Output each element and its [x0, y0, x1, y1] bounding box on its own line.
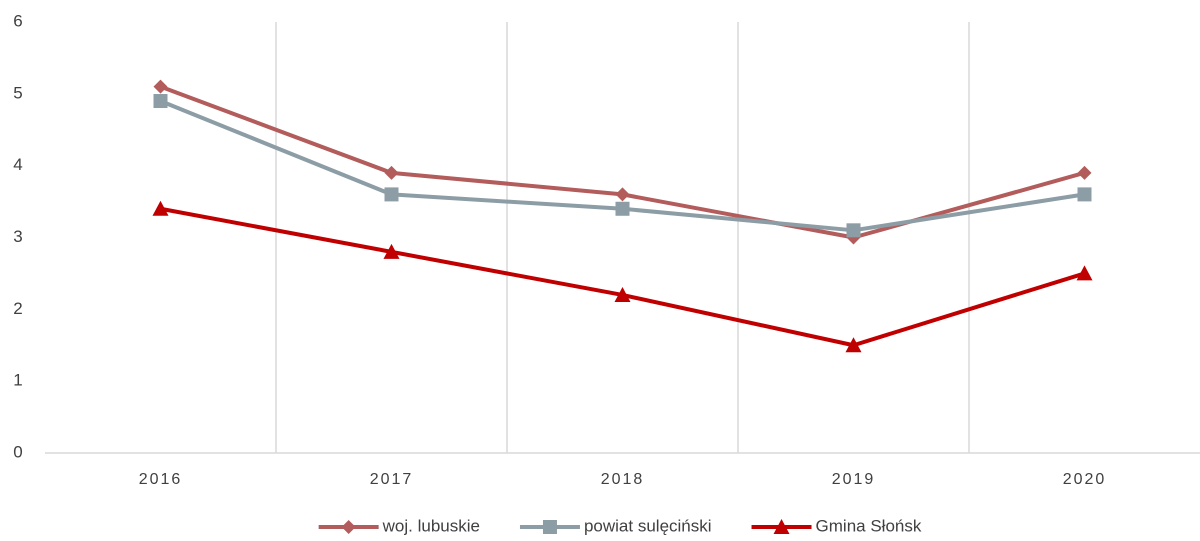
marker — [1077, 165, 1092, 180]
x-tick-label: 2018 — [601, 471, 645, 488]
y-tick-label: 1 — [13, 371, 22, 390]
y-tick-label: 0 — [13, 442, 22, 461]
y-tick-label: 6 — [13, 11, 22, 30]
marker — [845, 337, 862, 353]
legend-label: woj. lubuskie — [382, 516, 480, 535]
marker — [383, 243, 400, 259]
marker — [152, 200, 169, 216]
marker — [153, 79, 168, 94]
x-tick-label: 2019 — [832, 471, 876, 488]
legend-marker — [341, 520, 356, 534]
legend-marker — [542, 520, 557, 534]
x-tick-label: 2016 — [139, 471, 183, 488]
marker — [384, 165, 399, 180]
x-tick-label: 2017 — [370, 471, 414, 488]
x-tick-label: 2020 — [1063, 471, 1107, 488]
y-tick-label: 4 — [13, 155, 22, 174]
marker — [153, 94, 168, 109]
marker — [615, 201, 630, 216]
marker — [384, 187, 399, 202]
series-line — [160, 206, 1086, 348]
legend-label: powiat sulęciński — [584, 516, 712, 535]
marker — [1077, 187, 1092, 202]
marker — [615, 187, 630, 202]
y-tick-label: 2 — [13, 299, 22, 318]
marker — [614, 286, 631, 302]
marker — [1076, 265, 1093, 281]
marker — [846, 223, 861, 238]
y-tick-label: 3 — [13, 227, 22, 246]
legend-label: Gmina Słońsk — [816, 516, 922, 535]
legend-marker — [773, 519, 790, 534]
y-tick-label: 5 — [13, 83, 22, 102]
